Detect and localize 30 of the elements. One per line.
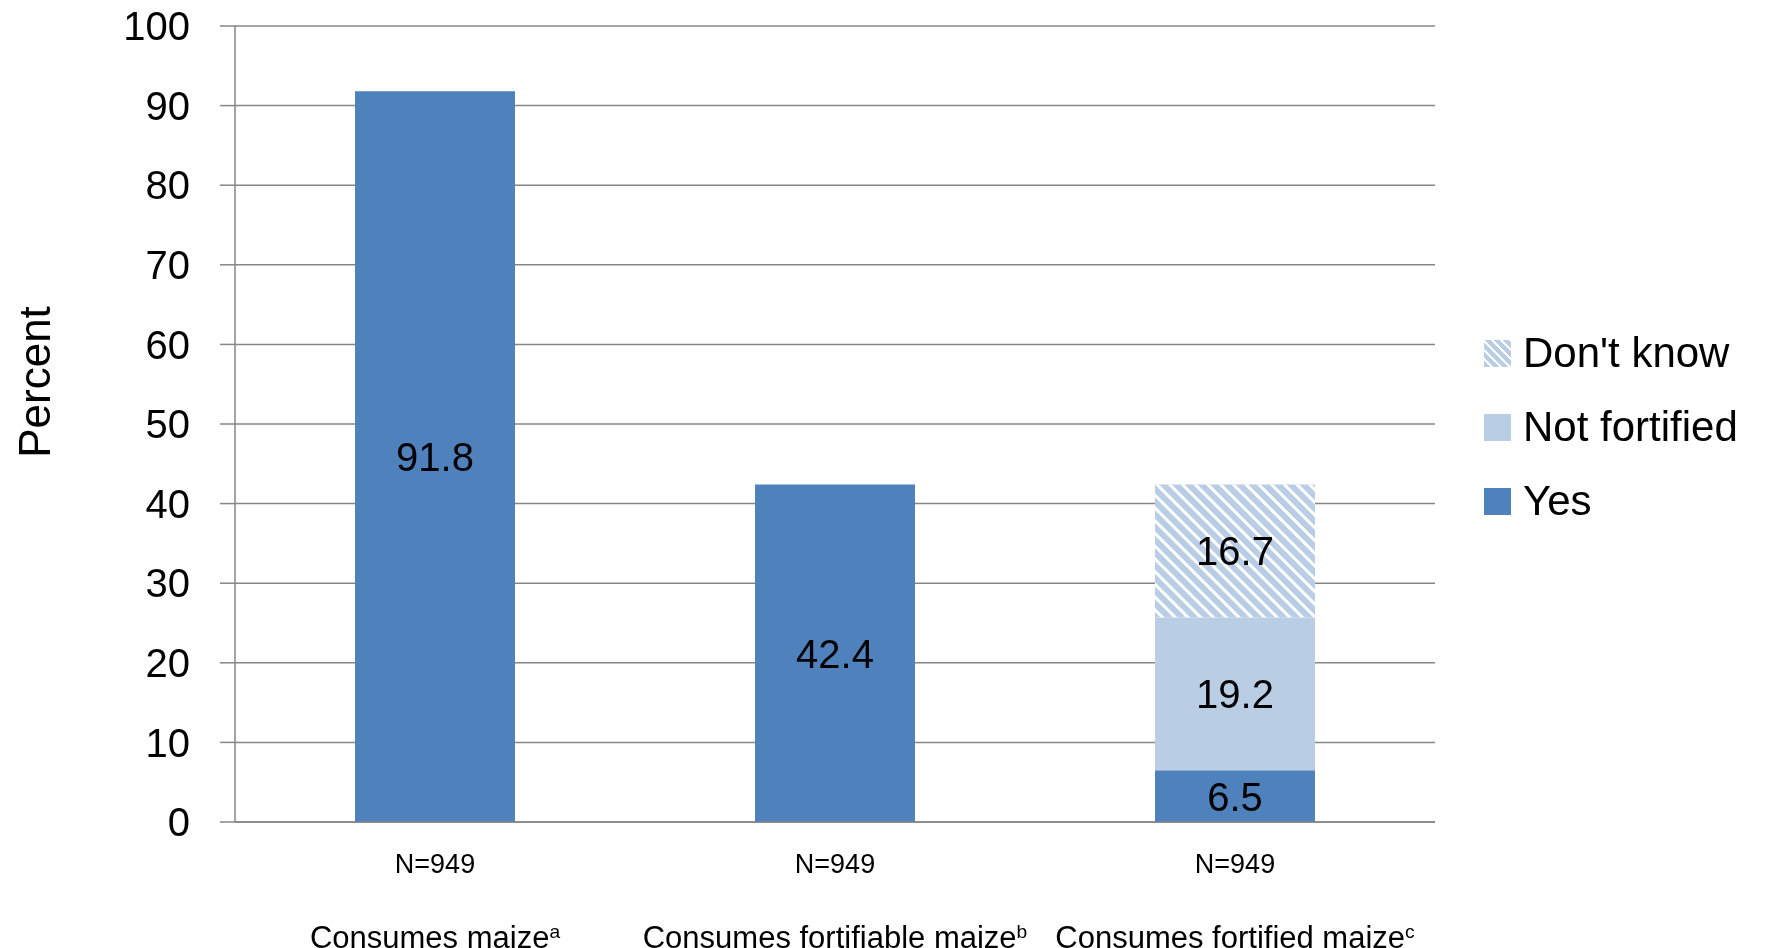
y-tick-label: 50 — [145, 402, 190, 447]
y-tick-label: 20 — [145, 641, 190, 685]
legend-label: Don't know — [1523, 329, 1730, 377]
x-tick-label: Consumes fortified maize$^{c}$ — [1055, 920, 1416, 948]
x-tick-label: Consumes fortifiable maize$^{b}$ — [642, 920, 1028, 948]
x-tick-label: Consumes maize$^{a}$ — [309, 920, 561, 948]
data-label: 6.5 — [1207, 774, 1263, 819]
bar — [755, 484, 915, 822]
y-tick-label: 40 — [145, 481, 190, 526]
bar — [1155, 770, 1315, 822]
y-tick-label: 90 — [145, 83, 190, 128]
text: N=949 — [1194, 849, 1276, 879]
data-label: 91.8 — [396, 435, 474, 480]
data-label: 19.2 — [1196, 672, 1274, 717]
y-tick-label: 70 — [145, 243, 190, 287]
y-tick-label: 10 — [145, 720, 190, 765]
y-tick-label: 80 — [145, 163, 190, 208]
y-tick-label: 100 — [123, 4, 190, 49]
data-label: 16.7 — [1196, 529, 1274, 574]
y-tick-label: 60 — [145, 322, 190, 367]
legend-label: Not fortified — [1523, 403, 1738, 451]
bar — [1155, 617, 1315, 771]
data-label: 42.4 — [796, 631, 874, 676]
legend-label: Yes — [1523, 477, 1592, 525]
text: N=949 — [394, 849, 476, 879]
bar — [355, 91, 515, 822]
y-tick-label: 0 — [167, 800, 190, 845]
y-axis-title: Percent — [9, 306, 59, 458]
text: N=949 — [794, 849, 876, 879]
y-tick-label: 30 — [145, 561, 190, 606]
